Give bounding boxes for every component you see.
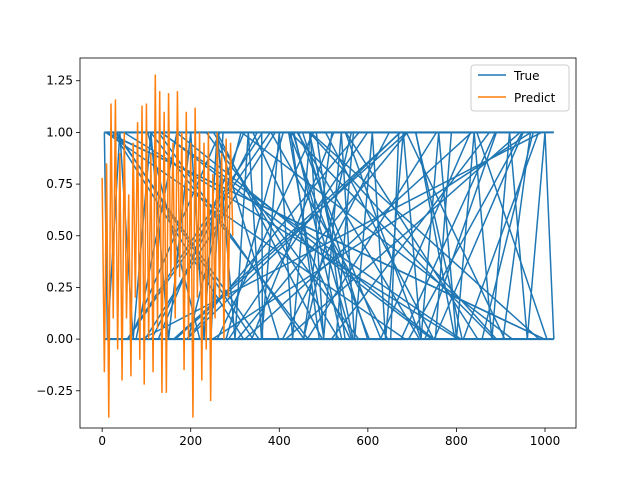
series-true-segment	[296, 132, 421, 340]
series-true-segment	[400, 132, 496, 340]
y-tick-label: 1.00	[46, 125, 73, 139]
x-tick-label: 800	[445, 434, 468, 448]
x-tick-label: 200	[179, 434, 202, 448]
series-true-segment	[433, 132, 524, 340]
series-true-segment	[112, 132, 245, 340]
series-true-segment	[287, 132, 325, 340]
series-true-segment	[297, 132, 382, 340]
series-true-segment	[481, 132, 534, 340]
x-axis: 0 200 400 600 800 1000	[98, 428, 560, 448]
legend-label-true: True	[513, 69, 540, 83]
legend-label-predict: Predict	[514, 91, 556, 105]
x-tick-label: 400	[268, 434, 291, 448]
y-tick-label: −0.25	[36, 384, 73, 398]
x-tick-label: 1000	[530, 434, 561, 448]
axes-frame	[79, 57, 577, 429]
x-tick-label: 0	[98, 434, 106, 448]
series-true-segment	[175, 131, 435, 340]
series-true-segment	[302, 132, 353, 340]
legend: True Predict	[470, 64, 570, 112]
series-true-segment	[270, 132, 389, 340]
series-true-segment	[476, 132, 548, 340]
x-tick-label: 600	[356, 434, 379, 448]
series-true-segment	[379, 132, 472, 340]
series-true-segment	[315, 132, 346, 340]
series-true-segment	[227, 131, 369, 340]
series-true-segment	[414, 132, 463, 340]
series-true-segment	[260, 132, 264, 340]
y-tick-label: 0.50	[46, 229, 73, 243]
series-true-segment	[281, 132, 390, 340]
series-true-segment	[106, 131, 545, 340]
y-axis: −0.25 0.00 0.25 0.50 0.75 1.00 1.25	[36, 74, 80, 398]
series-true-segment	[330, 131, 490, 340]
legend-box	[470, 64, 570, 112]
y-tick-label: 1.25	[46, 74, 73, 88]
y-tick-label: 0.25	[46, 280, 73, 294]
series-true-segment	[345, 132, 479, 340]
series-true-segment	[285, 131, 521, 340]
y-tick-label: 0.75	[46, 177, 73, 191]
series-true-segment	[424, 132, 498, 340]
series-true-segment	[434, 132, 453, 340]
series-true-segment	[289, 131, 495, 340]
series-true-segment	[241, 131, 513, 340]
series-true-segment	[344, 132, 422, 340]
series-true-segment	[407, 132, 523, 340]
y-tick-label: 0.00	[46, 332, 73, 346]
series-true-segment	[161, 131, 433, 340]
plot-area	[101, 74, 555, 418]
series-true-segment	[141, 131, 542, 340]
series-line-predict	[101, 74, 234, 418]
series-true-segment	[251, 132, 335, 340]
series-true-segment	[462, 132, 540, 340]
series-true-segment	[160, 131, 462, 340]
series-true-segment	[216, 132, 315, 340]
series-true-segment	[335, 132, 355, 340]
